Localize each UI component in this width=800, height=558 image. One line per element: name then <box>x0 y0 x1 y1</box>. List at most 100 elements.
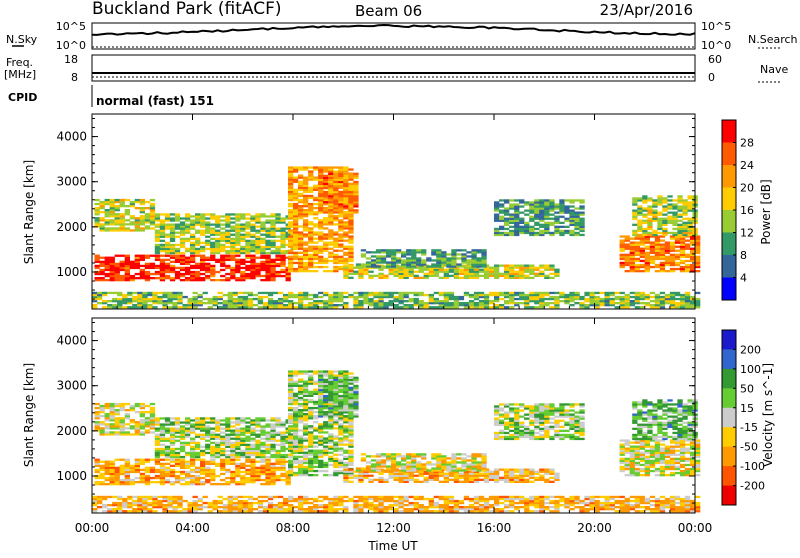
power-cell <box>590 298 595 300</box>
power-cell <box>177 300 182 302</box>
velocity-cell <box>185 444 190 446</box>
power-cell <box>431 249 436 251</box>
power-cell <box>559 292 564 294</box>
power-cell <box>620 296 625 298</box>
velocity-cell <box>170 459 175 461</box>
power-cell <box>152 296 157 298</box>
power-cell <box>225 230 230 232</box>
power-cell <box>270 230 275 232</box>
power-cell <box>554 203 559 205</box>
power-cell <box>162 294 167 296</box>
power-cell <box>549 265 554 267</box>
power-cell <box>343 225 348 227</box>
power-cell <box>160 277 165 279</box>
power-cell <box>414 271 419 273</box>
power-cell <box>323 217 328 219</box>
power-cell <box>225 221 230 223</box>
power-cell <box>180 228 185 230</box>
power-cell <box>122 298 127 300</box>
power-cell <box>652 210 657 212</box>
velocity-cell <box>210 438 215 440</box>
power-cell <box>280 263 285 265</box>
power-cell <box>554 205 559 207</box>
power-cell <box>509 232 514 234</box>
power-cell <box>519 298 524 300</box>
velocity-cell <box>343 452 348 454</box>
power-cell <box>509 302 514 304</box>
power-colorbar-tick-label: 16 <box>740 204 754 217</box>
power-cell <box>230 269 235 271</box>
power-cell <box>419 302 424 304</box>
power-cell <box>685 304 690 306</box>
velocity-cell <box>288 448 293 450</box>
velocity-cell <box>180 483 185 485</box>
power-cell <box>100 201 105 203</box>
power-cell <box>235 215 240 217</box>
power-cell <box>110 275 115 277</box>
power-cell <box>338 203 343 205</box>
velocity-cell <box>260 471 265 473</box>
power-cell <box>474 273 479 275</box>
power-cell <box>286 275 291 277</box>
power-cell <box>175 255 180 257</box>
y-tick-label: 2000 <box>56 220 87 234</box>
power-cell <box>446 253 451 255</box>
power-cell <box>132 298 137 300</box>
power-cell <box>142 296 147 298</box>
power-cell <box>298 298 303 300</box>
power-cell <box>404 300 409 302</box>
velocity-cell <box>215 436 220 438</box>
power-cell <box>695 240 700 242</box>
velocity-cell <box>260 450 265 452</box>
power-cell <box>210 250 215 252</box>
velocity-cell <box>293 462 298 464</box>
power-cell <box>120 215 125 217</box>
power-cell <box>544 265 549 267</box>
velocity-cell <box>313 462 318 464</box>
power-cell <box>338 213 343 215</box>
velocity-cell <box>195 479 200 481</box>
velocity-cell <box>195 428 200 430</box>
power-cell <box>672 222 677 224</box>
power-cell <box>105 263 110 265</box>
velocity-cell <box>225 469 230 471</box>
power-cell <box>120 227 125 229</box>
power-cell <box>366 261 371 263</box>
power-colorbar-label: Power [dB] <box>759 179 773 244</box>
velocity-cell <box>328 399 333 401</box>
velocity-cell <box>250 477 255 479</box>
velocity-cell <box>333 448 338 450</box>
power-cell <box>371 265 376 267</box>
velocity-cell <box>265 446 270 448</box>
power-cell <box>260 248 265 250</box>
power-cell <box>338 193 343 195</box>
power-cell <box>343 223 348 225</box>
power-cell <box>110 213 115 215</box>
power-cell <box>308 260 313 262</box>
power-cell <box>223 304 228 306</box>
power-cell <box>464 273 469 275</box>
power-cell <box>544 214 549 216</box>
power-cell <box>514 214 519 216</box>
power-cell <box>524 267 529 269</box>
velocity-cell <box>270 425 275 427</box>
power-cell <box>288 296 293 298</box>
power-cell <box>175 261 180 263</box>
power-cell <box>630 248 635 250</box>
power-cell <box>399 294 404 296</box>
power-cell <box>230 275 235 277</box>
velocity-cell <box>245 436 250 438</box>
power-cell <box>635 260 640 262</box>
power-cell <box>218 296 223 298</box>
velocity-cell <box>105 427 110 429</box>
power-cell <box>298 217 303 219</box>
power-cell <box>600 302 605 304</box>
power-cell <box>135 223 140 225</box>
power-cell <box>529 306 534 308</box>
power-cell <box>328 233 333 235</box>
power-cell <box>175 275 180 277</box>
power-cell <box>406 261 411 263</box>
power-cell <box>353 306 358 308</box>
power-cell <box>220 224 225 226</box>
power-cell <box>293 256 298 258</box>
